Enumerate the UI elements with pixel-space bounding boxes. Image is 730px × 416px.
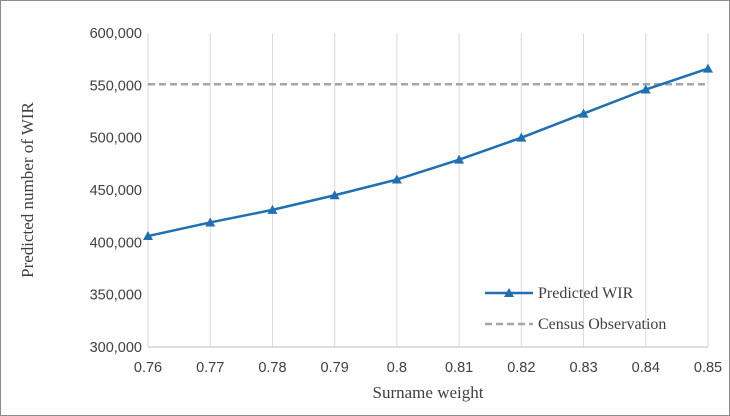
y-tick-label: 400,000 [90,235,142,251]
y-axis-ticks: 300,000 350,000 400,000 450,000 500,000 550,0… [90,26,142,356]
legend-label-predicted: Predicted WIR [538,285,634,302]
x-axis-ticks: 0.76 0.77 0.78 0.79 0.8 0.81 0.82 0.83 0.84 0.85 [134,360,722,376]
x-tick-label: 0.8 [387,360,407,376]
y-tick-label: 550,000 [90,78,142,94]
predicted-wir-point [578,108,589,118]
x-tick-label: 0.81 [445,360,473,376]
x-tick-label: 0.78 [258,360,286,376]
legend-label-census: Census Observation [538,316,666,333]
predicted-wir-point [516,132,527,142]
predicted-wir-line [147,67,709,238]
x-tick-label: 0.76 [134,360,162,376]
y-axis-title: Predicted number of WIR [18,101,37,277]
y-tick-label: 300,000 [90,340,142,356]
predicted-wir-point [640,84,651,94]
predicted-wir-point [454,154,465,164]
predicted-wir-point [143,231,153,241]
y-tick-label: 600,000 [90,26,142,42]
x-tick-label: 0.82 [507,360,535,376]
y-tick-label: 450,000 [90,183,142,199]
y-tick-label: 350,000 [90,288,142,304]
x-tick-label: 0.85 [694,360,722,376]
predicted-wir-point [205,217,216,227]
legend-item-predicted: Predicted WIR [485,285,634,302]
legend-marker-triangle [504,288,514,297]
x-tick-label: 0.77 [196,360,224,376]
x-tick-label: 0.79 [321,360,349,376]
predicted-wir-series [143,63,713,241]
predicted-wir-point [267,204,278,214]
x-axis-title: Surname weight [373,383,484,402]
x-tick-label: 0.84 [632,360,660,376]
predicted-wir-point [329,190,340,200]
predicted-wir-point [703,63,713,73]
x-tick-label: 0.83 [569,360,597,376]
legend-item-census: Census Observation [485,316,666,333]
legend: Predicted WIR Census Observation [485,285,666,333]
predicted-wir-point [391,174,402,184]
y-tick-label: 500,000 [90,131,142,147]
